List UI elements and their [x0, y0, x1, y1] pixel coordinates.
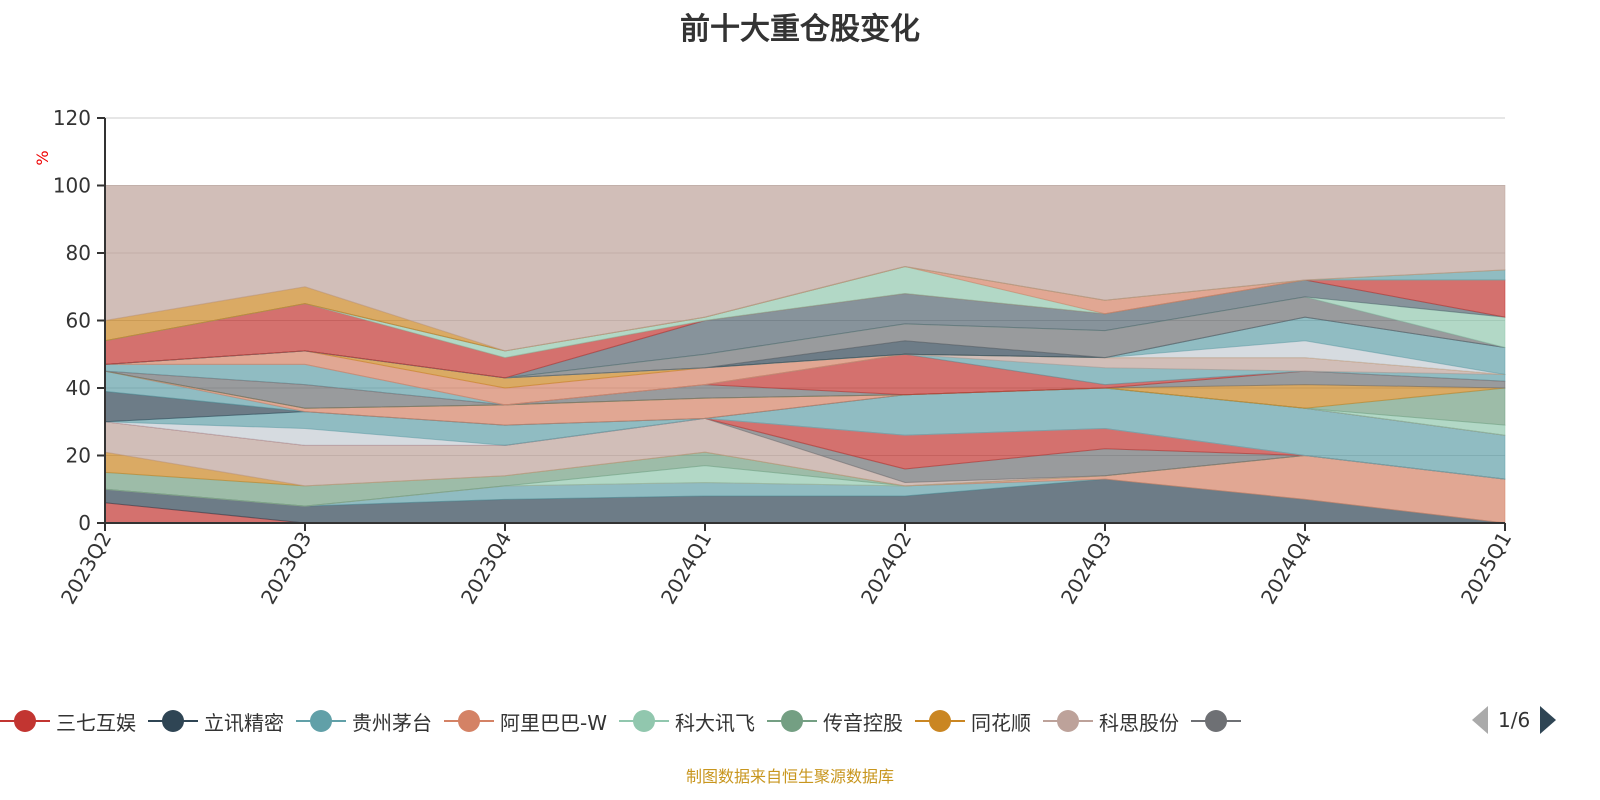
y-tick-label: 100: [53, 174, 91, 198]
legend-item[interactable]: 科大讯飞: [619, 707, 755, 736]
legend-label: 科思股份: [1099, 710, 1179, 735]
y-tick-label: 60: [66, 309, 91, 333]
legend-marker-icon: [1043, 708, 1093, 734]
legend-item[interactable]: [1191, 708, 1247, 734]
legend-page-indicator: 1/6: [1498, 708, 1531, 732]
legend-label: 贵州茅台: [352, 710, 432, 735]
legend-label: 立讯精密: [204, 710, 284, 735]
y-tick-label: 120: [53, 106, 91, 130]
y-tick-label: 40: [66, 376, 91, 400]
y-tick-label: 20: [66, 444, 91, 468]
legend-item[interactable]: 立讯精密: [148, 707, 284, 736]
stacked-area-chart: 0 20 40 60 80 100 120% 2023Q2 2023Q3 2023Q4 2024Q1…: [33, 106, 1516, 609]
x-tick-label: 2024Q2: [856, 528, 916, 609]
x-tick-label: 2023Q4: [456, 528, 516, 609]
data-source-note: 制图数据来自恒生聚源数据库: [685, 767, 894, 786]
legend-pager: 1/6: [1472, 706, 1557, 734]
y-axis-label: %: [33, 150, 52, 165]
legend-label: 三七互娱: [56, 710, 136, 735]
legend-marker-icon: [0, 708, 50, 734]
legend-item[interactable]: 科思股份: [1043, 707, 1179, 736]
x-tick-label: 2023Q2: [56, 528, 116, 609]
legend-marker-icon: [296, 708, 346, 734]
legend-marker-icon: [148, 708, 198, 734]
x-tick-label: 2025Q1: [1456, 528, 1516, 609]
legend-item[interactable]: 贵州茅台: [296, 707, 432, 736]
legend: 三七互娱 立讯精密 贵州茅台 阿里巴巴-W 科大讯飞 传音控股 同花顺 科思股份: [0, 706, 1259, 736]
legend-label: 阿里巴巴-W: [500, 710, 607, 735]
y-tick-label: 0: [78, 511, 91, 535]
legend-label: 科大讯飞: [675, 710, 755, 735]
legend-marker-icon: [915, 708, 965, 734]
legend-item[interactable]: 阿里巴巴-W: [444, 707, 607, 736]
next-page-icon[interactable]: [1540, 706, 1557, 734]
chart-title: 前十大重仓股变化: [680, 12, 920, 47]
legend-label: 传音控股: [823, 710, 903, 735]
legend-marker-icon: [444, 708, 494, 734]
prev-page-icon[interactable]: [1472, 706, 1488, 734]
legend-marker-icon: [1191, 708, 1241, 734]
legend-item[interactable]: 传音控股: [767, 707, 903, 736]
legend-marker-icon: [619, 708, 669, 734]
x-tick-label: 2024Q1: [656, 528, 716, 609]
legend-item[interactable]: 同花顺: [915, 707, 1031, 736]
legend-label: 同花顺: [971, 710, 1031, 735]
legend-item[interactable]: 三七互娱: [0, 707, 136, 736]
legend-marker-icon: [767, 708, 817, 734]
x-tick-label: 2024Q3: [1056, 528, 1116, 609]
x-tick-label: 2023Q3: [256, 528, 316, 609]
x-tick-label: 2024Q4: [1256, 528, 1316, 609]
y-tick-label: 80: [66, 241, 91, 265]
area-series-35[interactable]: [104, 185, 1506, 352]
